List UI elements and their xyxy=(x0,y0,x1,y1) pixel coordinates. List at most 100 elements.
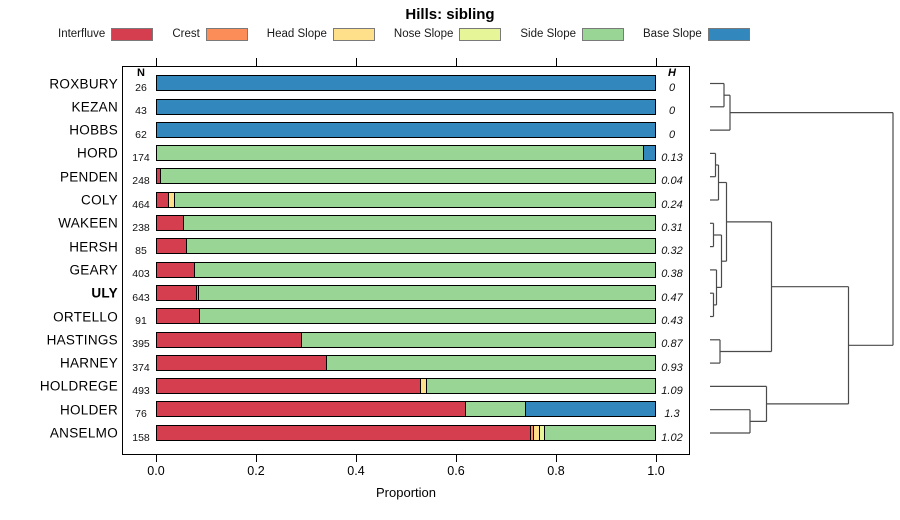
row-label-hersh: HERSH xyxy=(69,239,118,255)
bar-segment-base_slope xyxy=(524,402,655,417)
bar-segment-crest xyxy=(195,285,199,300)
bar-segment-side_slope xyxy=(194,262,655,277)
bar-segment-interfluve xyxy=(157,402,465,417)
bar-segment-head_slope xyxy=(533,425,539,440)
row-label-hastings: HASTINGS xyxy=(46,332,118,348)
bar-segment-side_slope xyxy=(464,402,525,417)
stacked-bar-hersh xyxy=(156,238,656,255)
n-value: 158 xyxy=(132,431,150,444)
legend-label: Base Slope xyxy=(643,28,702,40)
h-value: 0.43 xyxy=(661,315,683,327)
interfluve-swatch xyxy=(111,27,154,41)
bar-segment-interfluve xyxy=(157,216,184,231)
n-value: 395 xyxy=(132,338,150,351)
stacked-bar-geary xyxy=(156,261,656,278)
bottom-axis-tick xyxy=(156,454,157,462)
stacked-bar-kezan xyxy=(156,98,656,115)
top-axis-tick xyxy=(356,58,357,66)
top-axis-tick xyxy=(256,58,257,66)
bar-segment-side_slope xyxy=(425,379,655,394)
nose_slope-swatch xyxy=(459,27,502,41)
bar-segment-side_slope xyxy=(173,192,655,207)
stacked-bar-coly xyxy=(156,191,656,208)
n-value: 174 xyxy=(132,151,150,164)
stacked-bar-holdrege xyxy=(156,378,656,395)
legend: Interfluve Crest Head Slope Nose Slope Side … xyxy=(58,26,750,42)
row-label-harney: HARNEY xyxy=(59,355,118,371)
legend-item-head_slope: Head Slope xyxy=(266,27,375,41)
bar-segment-interfluve xyxy=(157,262,195,277)
x-tick-label: 0.4 xyxy=(347,464,365,478)
top-axis-tick xyxy=(156,58,157,66)
stacked-bar-holder xyxy=(156,401,656,418)
legend-item-crest: Crest xyxy=(172,27,248,41)
n-value: 85 xyxy=(135,245,147,258)
crest-swatch xyxy=(205,27,248,41)
stacked-bar-wakeen xyxy=(156,215,656,232)
stacked-bar-harney xyxy=(156,354,656,371)
bar-segment-base_slope xyxy=(157,99,655,114)
bar-segment-nose_slope xyxy=(538,425,545,440)
top-axis-tick xyxy=(556,58,557,66)
n-value: 76 xyxy=(135,408,147,421)
h-value: 0.87 xyxy=(661,338,683,351)
bottom-axis-tick xyxy=(256,454,257,462)
bar-segment-side_slope xyxy=(183,216,655,231)
x-tick-label: 0.2 xyxy=(247,464,265,478)
legend-label: Nose Slope xyxy=(393,28,454,40)
row-label-hobbs: HOBBS xyxy=(69,122,118,138)
row-label-holdrege: HOLDREGE xyxy=(39,378,118,394)
stacked-bar-penden xyxy=(156,168,656,185)
bar-segment-crest xyxy=(529,425,534,440)
bottom-axis-tick xyxy=(556,454,557,462)
h-value: 0.13 xyxy=(661,151,683,164)
row-label-roxbury: ROXBURY xyxy=(49,76,118,91)
x-tick-label: 1.0 xyxy=(647,464,665,478)
bar-segment-interfluve xyxy=(157,169,160,184)
top-axis-tick xyxy=(456,58,457,66)
h-value: 0 xyxy=(668,105,676,118)
chart-title: Hills: sibling xyxy=(405,6,495,23)
legend-label: Head Slope xyxy=(266,28,327,40)
n-value: 248 xyxy=(132,175,150,188)
row-label-ortello: ORTELLO xyxy=(53,309,118,324)
h-value: 0.32 xyxy=(661,245,683,258)
legend-label: Crest xyxy=(172,28,200,40)
h-column-header: H xyxy=(668,67,676,79)
bar-segment-side_slope xyxy=(544,425,655,440)
bar-segment-side_slope xyxy=(199,309,655,324)
h-value: 0.93 xyxy=(661,361,683,374)
stacked-bar-anselmo xyxy=(156,424,656,441)
head_slope-swatch xyxy=(332,27,375,41)
stacked-bar-ortello xyxy=(156,308,656,325)
h-value: 0 xyxy=(668,128,676,141)
legend-item-interfluve: Interfluve xyxy=(58,27,154,41)
stacked-bar-hobbs xyxy=(156,121,656,138)
stacked-bar-hastings xyxy=(156,331,656,348)
h-value: 0.24 xyxy=(661,198,683,211)
n-value: 493 xyxy=(132,384,150,397)
h-value: 0.38 xyxy=(661,268,683,281)
n-value: 403 xyxy=(132,268,150,281)
x-tick-label: 0.0 xyxy=(147,464,165,478)
stacked-bar-roxbury xyxy=(156,75,656,92)
row-label-uly: ULY xyxy=(91,285,118,301)
top-axis-tick xyxy=(656,58,657,66)
row-label-kezan: KEZAN xyxy=(71,99,118,115)
bar-segment-side_slope xyxy=(301,332,655,347)
h-value: 1.02 xyxy=(661,431,683,444)
bar-segment-interfluve xyxy=(157,309,200,324)
legend-item-base_slope: Base Slope xyxy=(643,27,750,41)
bar-segment-base_slope xyxy=(157,122,655,137)
h-value: 1.09 xyxy=(661,384,683,397)
bar-segment-interfluve xyxy=(157,332,302,347)
bar-segment-head_slope xyxy=(419,379,426,394)
bar-segment-interfluve xyxy=(157,192,168,207)
row-label-holder: HOLDER xyxy=(59,402,118,418)
legend-label: Interfluve xyxy=(58,28,106,40)
bar-segment-interfluve xyxy=(157,285,196,300)
h-value: 0 xyxy=(668,82,676,94)
bar-segment-interfluve xyxy=(157,425,530,440)
stacked-bar-hord xyxy=(156,145,656,162)
